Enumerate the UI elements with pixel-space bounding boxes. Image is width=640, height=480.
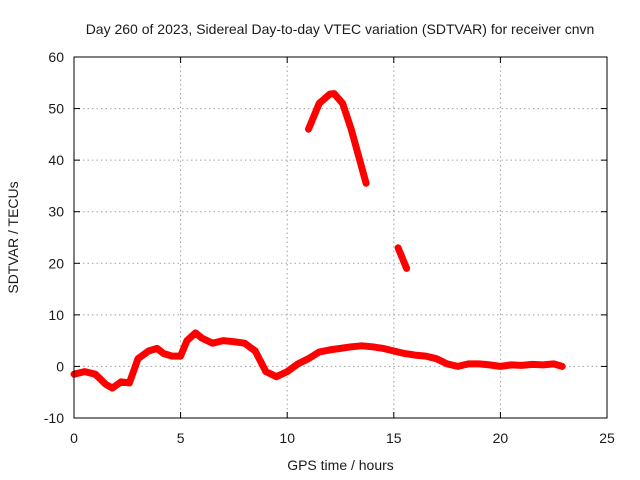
data-point (338, 345, 343, 351)
data-point (327, 347, 333, 353)
data-point (404, 265, 410, 271)
data-series (70, 90, 566, 392)
data-point (210, 340, 216, 346)
data-point (327, 91, 333, 97)
data-point (559, 363, 565, 369)
data-point (184, 338, 190, 344)
data-point (412, 352, 418, 358)
data-point (126, 380, 132, 386)
data-point (284, 369, 290, 375)
data-point (508, 362, 514, 368)
data-point (551, 361, 557, 367)
data-point (161, 351, 166, 356)
data-point (199, 335, 205, 341)
data-point (370, 344, 375, 350)
data-point (306, 126, 311, 132)
data-point (316, 100, 322, 106)
y-axis: -10 0 10 20 30 40 50 60 (44, 49, 607, 426)
data-point (357, 157, 363, 163)
x-tick-label: 20 (493, 430, 509, 446)
data-point (433, 356, 439, 362)
data-point (316, 349, 322, 355)
data-point (476, 361, 482, 367)
data-point (146, 348, 152, 354)
data-point (252, 348, 258, 354)
y-axis-label: SDTVAR / TECUs (5, 181, 21, 293)
data-point (295, 361, 301, 367)
data-point (465, 361, 471, 367)
x-tick-label: 0 (70, 430, 78, 446)
data-point (154, 345, 160, 351)
y-tick-label: 50 (48, 101, 64, 117)
data-point (359, 343, 365, 349)
data-point (402, 351, 407, 356)
data-point (220, 338, 226, 344)
data-point (135, 356, 141, 362)
data-point (363, 180, 369, 186)
data-point (109, 385, 115, 391)
y-tick-label: 20 (48, 255, 64, 271)
data-point (380, 345, 386, 351)
x-axis-label: GPS time / hours (287, 457, 394, 473)
x-axis: 0 5 10 15 20 25 (70, 57, 615, 446)
x-tick-label: 15 (386, 430, 402, 446)
grid-lines (74, 57, 607, 418)
y-tick-label: 10 (48, 307, 64, 323)
x-tick-label: 10 (279, 430, 295, 446)
data-point (540, 362, 546, 368)
data-point (331, 91, 337, 97)
y-tick-label: 40 (48, 152, 64, 168)
data-point (242, 340, 248, 346)
y-tick-label: 30 (48, 204, 64, 220)
data-point (306, 356, 311, 362)
data-point (423, 353, 429, 359)
data-point (348, 126, 354, 132)
data-point (529, 361, 535, 367)
data-point (391, 348, 397, 354)
data-point (444, 361, 450, 367)
data-point (82, 369, 88, 375)
data-point (519, 362, 525, 368)
data-point (497, 363, 503, 369)
x-tick-label: 5 (177, 430, 185, 446)
data-point (92, 371, 98, 377)
y-tick-label: 60 (48, 49, 64, 65)
series-line-segment-3 (394, 244, 411, 272)
y-tick-label: 0 (56, 358, 64, 374)
data-point (178, 353, 184, 359)
data-point (231, 339, 237, 345)
series-line-segment-2 (305, 90, 370, 187)
data-point (455, 363, 461, 369)
series-line-main (70, 329, 566, 392)
data-point (348, 344, 354, 350)
plot-frame (73, 56, 608, 419)
chart-title: Day 260 of 2023, Sidereal Day-to-day VTE… (86, 21, 595, 37)
y-tick-label: -10 (44, 410, 64, 426)
data-point (263, 369, 269, 375)
data-point (274, 374, 279, 380)
data-point (340, 100, 346, 106)
data-point (169, 353, 175, 359)
data-point (193, 330, 198, 336)
data-point (487, 362, 493, 368)
data-point (395, 245, 401, 251)
data-point (118, 379, 124, 385)
data-point (103, 382, 109, 387)
x-tick-label: 25 (599, 430, 615, 446)
